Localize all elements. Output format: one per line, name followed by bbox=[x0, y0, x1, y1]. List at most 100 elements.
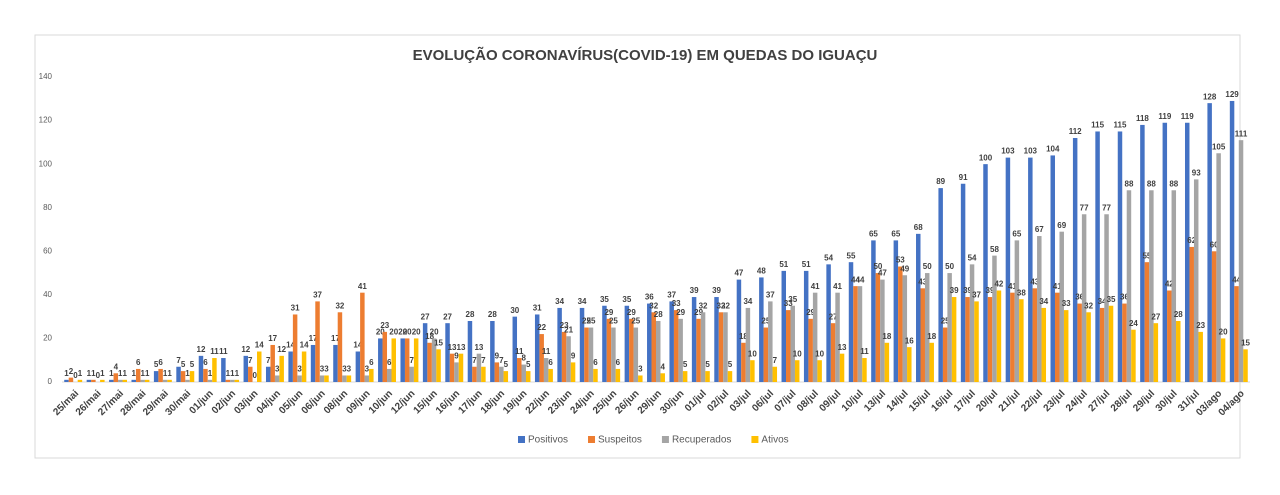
bar bbox=[140, 379, 145, 382]
value-label: 7 bbox=[773, 356, 778, 365]
bar bbox=[301, 351, 307, 382]
value-label: 1 bbox=[163, 369, 168, 378]
bar bbox=[960, 183, 966, 382]
bar bbox=[1162, 122, 1168, 382]
bar bbox=[86, 379, 92, 382]
value-label: 23 bbox=[1196, 321, 1205, 330]
bar bbox=[790, 305, 795, 382]
bar bbox=[700, 312, 706, 382]
legend-swatch bbox=[751, 436, 759, 443]
bar bbox=[929, 342, 934, 382]
value-label: 77 bbox=[1080, 203, 1089, 212]
value-label: 41 bbox=[833, 282, 842, 291]
bar bbox=[158, 368, 163, 382]
bar bbox=[588, 327, 594, 382]
value-label: 11 bbox=[542, 347, 551, 356]
bar bbox=[1005, 157, 1011, 382]
bar bbox=[431, 338, 437, 382]
legend-label: Positivos bbox=[528, 435, 568, 446]
bar bbox=[548, 368, 553, 382]
value-label: 43 bbox=[918, 277, 927, 286]
value-label: 41 bbox=[1053, 282, 1062, 291]
value-label: 41 bbox=[358, 282, 367, 291]
bar bbox=[835, 292, 840, 382]
bar bbox=[248, 366, 253, 382]
value-label: 10 bbox=[748, 349, 757, 358]
bar bbox=[458, 353, 464, 382]
bar bbox=[503, 371, 509, 382]
bar bbox=[1014, 240, 1020, 382]
bar bbox=[445, 323, 450, 382]
bar bbox=[1176, 321, 1181, 382]
value-label: 18 bbox=[425, 332, 434, 341]
bar bbox=[759, 277, 764, 382]
bar bbox=[947, 273, 952, 382]
value-label: 88 bbox=[1169, 179, 1178, 188]
value-label: 17 bbox=[309, 334, 318, 343]
bar bbox=[230, 379, 235, 382]
bar bbox=[812, 292, 818, 382]
bar bbox=[602, 305, 607, 382]
bar bbox=[1072, 138, 1078, 382]
value-label: 13 bbox=[457, 343, 466, 352]
value-label: 3 bbox=[365, 365, 370, 374]
bar bbox=[225, 379, 231, 382]
bar bbox=[1086, 312, 1091, 382]
y-tick-label: 60 bbox=[43, 246, 52, 255]
bar bbox=[691, 297, 697, 382]
bar bbox=[561, 331, 567, 382]
bar bbox=[772, 366, 778, 382]
value-label: 17 bbox=[268, 334, 277, 343]
bar bbox=[91, 379, 96, 382]
value-label: 6 bbox=[369, 358, 374, 367]
bar bbox=[360, 292, 365, 382]
bar bbox=[584, 327, 589, 382]
value-label: 29 bbox=[676, 308, 685, 317]
bar bbox=[745, 307, 751, 382]
value-label: 32 bbox=[335, 301, 344, 310]
bar bbox=[409, 366, 414, 382]
bar bbox=[1153, 323, 1159, 382]
bar bbox=[718, 312, 724, 382]
bar bbox=[803, 270, 809, 382]
value-label: 67 bbox=[1035, 225, 1044, 234]
bar bbox=[907, 347, 912, 382]
value-label: 27 bbox=[1151, 312, 1160, 321]
value-label: 12 bbox=[277, 345, 286, 354]
value-label: 0 bbox=[96, 371, 101, 380]
value-label: 29 bbox=[627, 308, 636, 317]
value-label: 21 bbox=[564, 325, 573, 334]
value-label: 6 bbox=[203, 358, 208, 367]
value-label: 8 bbox=[522, 354, 527, 363]
value-label: 3 bbox=[347, 365, 352, 374]
value-label: 18 bbox=[882, 332, 891, 341]
bar bbox=[1019, 299, 1024, 382]
bar bbox=[736, 279, 742, 382]
value-label: 42 bbox=[994, 280, 1003, 289]
bar bbox=[422, 323, 428, 382]
value-label: 5 bbox=[705, 360, 710, 369]
value-label: 7 bbox=[248, 356, 253, 365]
bar bbox=[1032, 288, 1038, 382]
value-label: 25 bbox=[609, 317, 618, 326]
value-label: 14 bbox=[255, 341, 264, 350]
value-label: 7 bbox=[176, 356, 181, 365]
bar bbox=[786, 310, 791, 382]
bar bbox=[1077, 303, 1082, 382]
bar bbox=[355, 351, 361, 382]
chart-title: EVOLUÇÃO CORONAVÍRUS(COVID-19) EM QUEDAS… bbox=[413, 46, 878, 64]
bar bbox=[768, 301, 773, 382]
bar bbox=[1229, 100, 1235, 382]
value-label: 11 bbox=[210, 347, 219, 356]
value-label: 27 bbox=[421, 312, 430, 321]
bar bbox=[539, 334, 544, 382]
bar bbox=[714, 297, 719, 382]
value-label: 1 bbox=[78, 369, 83, 378]
value-label: 1 bbox=[208, 369, 213, 378]
value-label: 38 bbox=[1017, 288, 1026, 297]
value-label: 65 bbox=[891, 230, 900, 239]
bar bbox=[297, 375, 302, 382]
bar bbox=[1063, 310, 1069, 382]
value-label: 11 bbox=[860, 347, 869, 356]
bar bbox=[207, 379, 213, 382]
